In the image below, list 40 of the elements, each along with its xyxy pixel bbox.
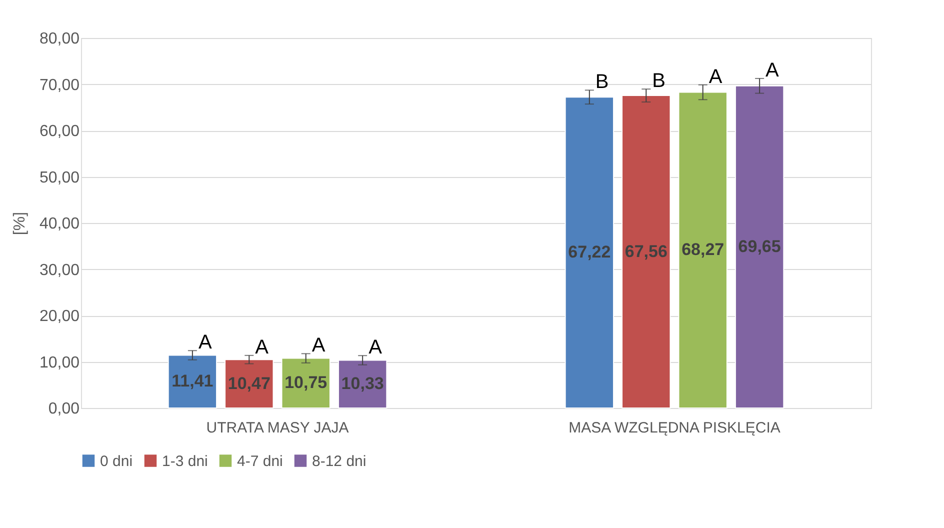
legend-label: 8-12 dni (312, 452, 366, 470)
annotation: A (708, 66, 723, 88)
y-tick-label: 40,00 (39, 216, 80, 232)
bar (168, 354, 218, 408)
annotation: A (368, 336, 383, 359)
annotation: A (198, 332, 212, 354)
bar (622, 95, 671, 408)
y-tick-label: 50,00 (39, 169, 80, 186)
data-label: 69,65 (738, 236, 781, 256)
bar (678, 92, 728, 408)
bar (564, 96, 614, 408)
data-label: 10,47 (228, 374, 270, 393)
bar (734, 85, 784, 408)
x-tick-label: MASA WZGLĘDNA PISKLĘCIA (568, 420, 780, 436)
annotation: A (766, 59, 780, 82)
y-tick-label: 60,00 (39, 123, 80, 140)
data-label: 10,75 (284, 373, 328, 392)
data-label: 67,22 (568, 242, 611, 262)
data-label: 68,27 (682, 240, 724, 260)
y-tick-label: 20,00 (39, 308, 80, 325)
y-tick-label: 0,00 (48, 400, 80, 418)
annotation: A (312, 334, 326, 357)
bar (281, 358, 330, 408)
annotation: B (595, 71, 609, 94)
data-label: 11,41 (172, 372, 214, 391)
x-tick-label: UTRATA MASY JAJA (206, 420, 349, 436)
legend-label: 0 dni (100, 452, 133, 470)
y-tick-label: 80,00 (39, 30, 80, 48)
y-tick-label: 70,00 (39, 76, 80, 94)
y-tick-label: 30,00 (39, 262, 80, 279)
legend-label: 1-3 dni (162, 452, 208, 470)
annotation: B (652, 70, 666, 92)
bar (338, 360, 388, 408)
annotation: A (255, 336, 270, 358)
data-label: 67,56 (624, 242, 668, 261)
bar (224, 359, 274, 408)
y-axis-title: [%] (11, 212, 28, 236)
legend-label: 4-7 dni (237, 452, 283, 470)
y-tick-label: 10,00 (39, 354, 80, 372)
data-label: 10,33 (341, 374, 384, 394)
